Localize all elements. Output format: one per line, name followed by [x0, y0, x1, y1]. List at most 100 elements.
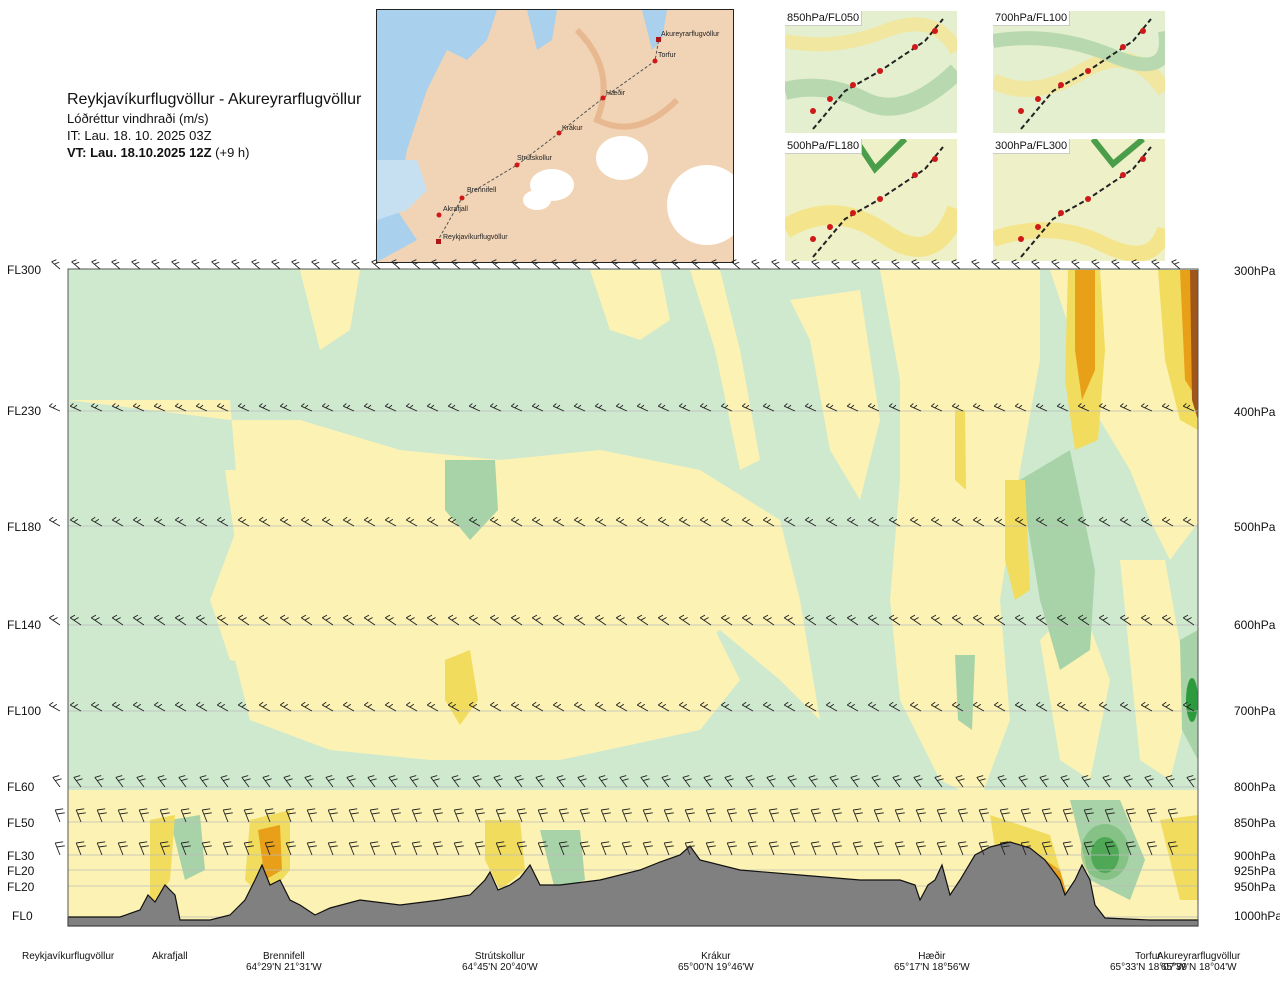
- wind-barb: [993, 701, 1006, 712]
- wind-barb: [537, 808, 548, 823]
- pressure-label: 600hPa: [1234, 618, 1276, 632]
- wind-barb: [957, 841, 968, 856]
- wind-barb: [531, 701, 544, 712]
- wind-barb: [1039, 775, 1049, 788]
- wind-barb: [384, 614, 397, 626]
- inset-label: 500hPa/FL180: [785, 139, 863, 154]
- fl-label: FL230: [7, 404, 42, 418]
- wind-barb: [271, 259, 281, 270]
- wind-barb: [1071, 259, 1081, 270]
- wind-barb: [90, 403, 103, 412]
- wind-barb: [1186, 775, 1196, 788]
- wind-barb: [699, 516, 712, 527]
- wind-barb: [1041, 841, 1052, 856]
- wind-barb: [69, 516, 82, 527]
- wind-barb: [825, 614, 838, 626]
- wind-barb: [447, 403, 460, 412]
- wind-barb: [991, 259, 1001, 270]
- wind-barb: [191, 259, 201, 270]
- wind-barb: [495, 841, 506, 856]
- inset-label: 850hPa/FL050: [785, 11, 863, 26]
- wind-barb: [1182, 614, 1195, 626]
- issue-time: IT: Lau. 18. 10. 2025 03Z: [67, 128, 212, 143]
- wind-barb: [451, 259, 461, 270]
- wind-barb: [951, 701, 964, 712]
- wind-barb: [651, 259, 661, 270]
- wind-barb: [138, 841, 149, 856]
- wind-barb: [117, 808, 128, 823]
- wind-barb: [348, 841, 359, 856]
- wind-barb: [573, 614, 586, 626]
- wind-barb: [1020, 841, 1031, 856]
- wind-barb: [321, 614, 334, 626]
- wind-barb: [720, 701, 733, 712]
- wind-barb: [153, 614, 166, 626]
- wind-barb: [468, 516, 481, 527]
- wind-barb: [285, 841, 296, 856]
- wind-barb: [871, 775, 881, 788]
- wind-barb: [48, 614, 61, 626]
- wind-barb: [371, 259, 381, 270]
- wind-barb: [1104, 808, 1115, 823]
- wind-barb: [1056, 614, 1069, 626]
- wind-barb: [957, 808, 968, 823]
- wind-barb: [888, 614, 901, 626]
- wind-barb: [231, 259, 241, 270]
- wind-barb: [1161, 701, 1174, 712]
- wind-barb: [762, 614, 775, 626]
- wind-barb: [426, 516, 439, 527]
- wind-barb: [915, 808, 926, 823]
- wind-barb: [1161, 403, 1174, 412]
- wind-barb: [471, 259, 481, 270]
- wind-barb: [552, 403, 565, 412]
- wind-barb: [783, 403, 796, 412]
- wind-barbs: [48, 259, 1196, 856]
- wind-barb: [699, 614, 712, 626]
- wind-barb: [325, 775, 335, 788]
- wind-barb: [279, 701, 292, 712]
- wind-barb: [631, 259, 641, 270]
- wind-barb: [1171, 259, 1181, 270]
- pressure-label: 500hPa: [1234, 520, 1276, 534]
- fl-label: FL180: [7, 520, 42, 534]
- wind-barb: [279, 403, 292, 412]
- wind-barb: [867, 403, 880, 412]
- wind-barb: [48, 516, 61, 527]
- wind-barb: [804, 516, 817, 527]
- wind-barb: [594, 701, 607, 712]
- location-label: Reykjavíkurflugvöllur: [22, 951, 115, 962]
- wind-barb: [390, 808, 401, 823]
- pressure-label: 925hPa: [1234, 864, 1276, 878]
- wind-barb: [741, 614, 754, 626]
- wind-barb: [894, 808, 905, 823]
- wind-barb: [369, 841, 380, 856]
- wind-barb: [936, 841, 947, 856]
- wind-barb: [691, 259, 701, 270]
- wind-barb: [1102, 775, 1112, 788]
- wind-barb: [153, 701, 166, 712]
- wind-barb: [703, 775, 713, 788]
- wind-barb: [241, 775, 251, 788]
- wind-barb: [1056, 403, 1069, 412]
- wind-barb: [342, 614, 355, 626]
- wind-barb: [531, 403, 544, 412]
- fl-label: FL30: [7, 849, 35, 863]
- wind-barb: [51, 259, 61, 270]
- wind-barb: [300, 516, 313, 527]
- wind-barb: [747, 808, 758, 823]
- wind-barb: [810, 808, 821, 823]
- wind-barb: [132, 516, 145, 527]
- wind-barb: [892, 775, 902, 788]
- wind-barb: [663, 841, 674, 856]
- inset-label: 700hPa/FL100: [993, 11, 1071, 26]
- wind-barb: [1098, 614, 1111, 626]
- wind-barb: [1060, 775, 1070, 788]
- wind-barb: [411, 259, 421, 270]
- wind-barb: [430, 775, 440, 788]
- wind-barb: [468, 403, 481, 412]
- wind-barb: [300, 403, 313, 412]
- wind-barb: [1077, 701, 1090, 712]
- wind-barb: [300, 701, 313, 712]
- wind-barb: [537, 841, 548, 856]
- wind-barb: [69, 403, 82, 412]
